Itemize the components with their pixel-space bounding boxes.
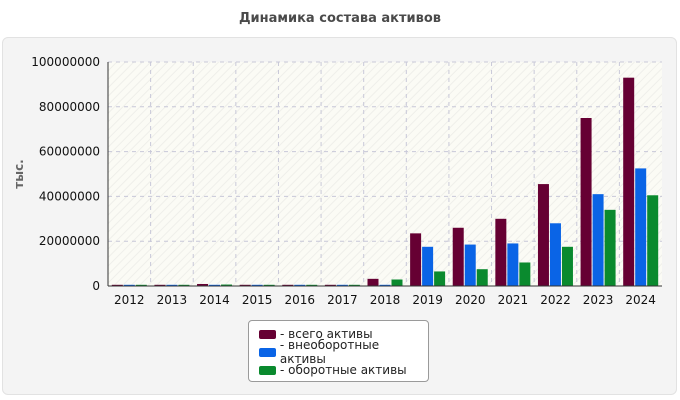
bar-внеоборотные-активы-2022 <box>549 223 561 286</box>
bar-внеоборотные-активы-2020 <box>464 244 476 286</box>
bar-оборотные-активы-2023 <box>604 209 616 286</box>
x-tick-label: 2022 <box>540 293 571 307</box>
x-tick-label: 2012 <box>114 293 145 307</box>
legend-label-total-assets: - всего активы <box>280 327 373 341</box>
bar-внеоборотные-активы-2015 <box>251 284 263 286</box>
x-tick-label: 2024 <box>625 293 656 307</box>
bar-внеоборотные-активы-2012 <box>123 284 135 286</box>
y-tick-label: 0 <box>92 279 100 293</box>
plot-area <box>108 62 662 286</box>
x-tick-label: 2015 <box>242 293 273 307</box>
bar-всего-активы-2017 <box>324 284 336 286</box>
bar-оборотные-активы-2019 <box>434 271 446 286</box>
bar-всего-активы-2023 <box>580 118 592 286</box>
bar-всего-активы-2020 <box>452 227 464 286</box>
bar-всего-активы-2019 <box>410 233 422 286</box>
bar-внеоборотные-активы-2014 <box>209 284 221 286</box>
bar-внеоборотные-активы-2016 <box>294 284 306 286</box>
bar-оборотные-активы-2015 <box>263 284 275 286</box>
legend-swatch-noncurrent-assets <box>259 347 276 357</box>
x-tick-label: 2016 <box>284 293 315 307</box>
bar-всего-активы-2016 <box>282 284 294 286</box>
bar-всего-активы-2012 <box>111 284 123 286</box>
y-tick-label: 80000000 <box>39 100 100 114</box>
y-axis-label: тыс. <box>12 159 26 188</box>
bar-внеоборотные-активы-2018 <box>379 284 391 286</box>
x-tick-label: 2023 <box>583 293 614 307</box>
legend-label-noncurrent-assets: - внеоборотные активы <box>279 338 380 366</box>
legend-item-total-assets[interactable]: - всего активы <box>259 325 428 343</box>
bar-внеоборотные-активы-2024 <box>635 168 647 286</box>
bar-всего-активы-2022 <box>537 184 549 286</box>
chart-legend: - всего активы - внеоборотные активы - о… <box>248 320 429 382</box>
chart-title: Динамика состава активов <box>238 11 442 26</box>
bar-всего-активы-2013 <box>154 284 166 286</box>
bar-оборотные-активы-2018 <box>391 279 403 286</box>
legend-swatch-current-assets <box>259 365 276 375</box>
bar-оборотные-активы-2021 <box>519 262 531 286</box>
bar-оборотные-активы-2022 <box>561 246 573 286</box>
bar-внеоборотные-активы-2023 <box>592 194 604 286</box>
bar-внеоборотные-активы-2017 <box>336 284 348 286</box>
y-tick-label: 60000000 <box>39 145 100 159</box>
bar-внеоборотные-активы-2021 <box>507 243 519 286</box>
bar-всего-активы-2024 <box>623 77 635 287</box>
x-tick-label: 2021 <box>498 293 529 307</box>
x-tick-label: 2014 <box>199 293 230 307</box>
bar-внеоборотные-активы-2019 <box>422 246 434 286</box>
legend-item-current-assets[interactable]: - оборотные активы <box>259 361 428 379</box>
bar-оборотные-активы-2016 <box>306 284 318 286</box>
bar-оборотные-активы-2020 <box>476 269 488 286</box>
y-tick-label: 20000000 <box>39 234 100 248</box>
bar-всего-активы-2021 <box>495 218 507 286</box>
x-tick-label: 2017 <box>327 293 358 307</box>
bar-оборотные-активы-2017 <box>348 284 360 286</box>
bar-всего-активы-2014 <box>197 283 209 286</box>
legend-item-noncurrent-assets[interactable]: - внеоборотные активы <box>259 338 428 366</box>
bar-оборотные-активы-2013 <box>178 284 190 286</box>
x-tick-label: 2013 <box>157 293 188 307</box>
legend-swatch-total-assets <box>259 329 276 339</box>
bar-оборотные-активы-2014 <box>221 284 233 286</box>
x-tick-label: 2019 <box>412 293 443 307</box>
bar-всего-активы-2018 <box>367 278 379 286</box>
y-tick-label: 100000000 <box>31 55 100 69</box>
x-tick-label: 2020 <box>455 293 486 307</box>
x-tick-label: 2018 <box>370 293 401 307</box>
y-tick-label: 40000000 <box>39 189 100 203</box>
bar-оборотные-активы-2012 <box>135 284 147 286</box>
bar-внеоборотные-активы-2013 <box>166 284 178 286</box>
legend-label-current-assets: - оборотные активы <box>280 363 407 377</box>
bar-оборотные-активы-2024 <box>647 195 659 286</box>
bar-всего-активы-2015 <box>239 284 251 286</box>
